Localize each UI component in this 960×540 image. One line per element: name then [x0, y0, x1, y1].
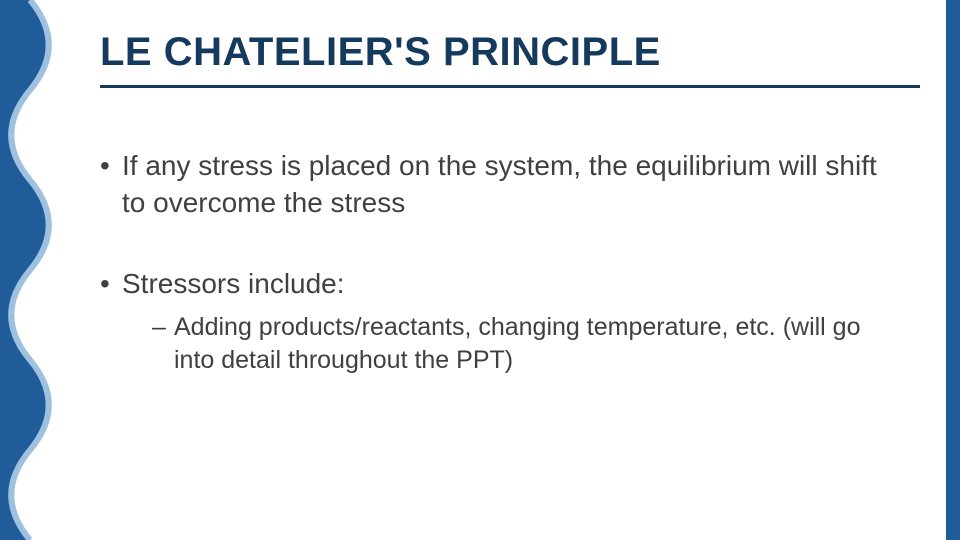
right-edge-bar	[946, 0, 960, 540]
slide-title: LE CHATELIER'S PRINCIPLE	[100, 30, 920, 75]
bullet-text: If any stress is placed on the system, t…	[122, 150, 877, 218]
title-underline	[100, 85, 920, 88]
bullet-list: If any stress is placed on the system, t…	[100, 148, 880, 377]
bullet-item: Stressors include: Adding products/react…	[100, 266, 880, 377]
slide-content: LE CHATELIER'S PRINCIPLE If any stress i…	[100, 30, 920, 421]
bullet-item: If any stress is placed on the system, t…	[100, 148, 880, 222]
slide-body: If any stress is placed on the system, t…	[100, 148, 880, 377]
sub-bullet-item: Adding products/reactants, changing temp…	[152, 311, 880, 377]
bullet-text: Stressors include:	[122, 268, 345, 299]
left-wave-decoration	[0, 0, 60, 540]
sub-bullet-text: Adding products/reactants, changing temp…	[174, 313, 861, 374]
sub-bullet-list: Adding products/reactants, changing temp…	[122, 311, 880, 377]
